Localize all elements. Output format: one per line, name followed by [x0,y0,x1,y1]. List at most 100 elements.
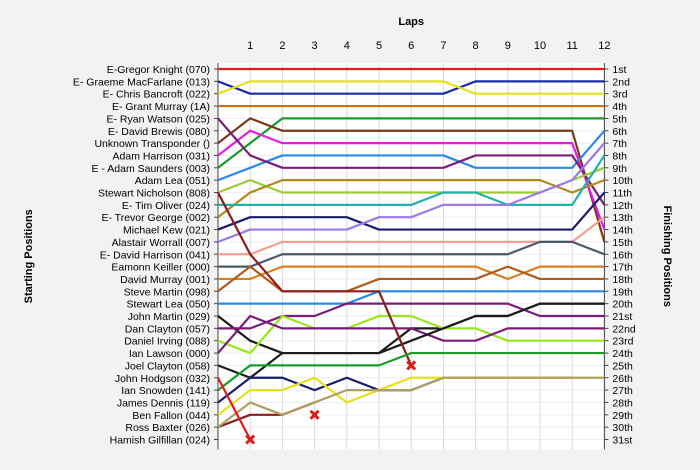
lap-tick-label: 7 [440,40,446,52]
finish-position-label: 11th [612,188,632,200]
start-position-label: E- Graeme MacFarlane (013) [73,76,210,88]
start-position-label: Adam Harrison (031) [113,150,210,162]
series-line [217,80,605,95]
finish-position-label: 16th [612,249,633,261]
start-position-label: E- Chris Bancroft (022) [103,89,210,101]
finish-position-label: 30th [612,422,633,434]
lap-tick-label: 4 [344,40,350,52]
start-position-label: Alastair Worrall (007) [112,237,210,249]
start-position-label: Ian Lawson (000) [129,348,210,360]
start-position-label: E- David Harrison (041) [100,249,210,261]
start-position-label: E - Adam Saunders (003) [92,163,210,175]
series-line [217,376,605,429]
finish-position-label: 10th [612,175,633,187]
series-line [218,240,605,268]
start-position-label: E- David Brewis (080) [108,126,210,138]
start-position-label: Dan Clayton (057) [125,323,210,335]
finish-position-label: 2nd [612,76,630,88]
start-position-label: Adam Lea (051) [135,175,210,187]
finish-position-label: 7th [612,138,627,150]
finish-position-label: 9th [612,163,627,175]
start-position-label: Ross Baxter (026) [125,422,210,434]
lap-tick-label: 3 [312,40,318,52]
lap-tick-label: 5 [376,40,382,52]
lap-tick-label: 2 [279,40,285,52]
series-line [217,179,605,219]
finish-position-label: 17th [612,262,633,274]
start-position-label: Stewart Nicholson (808) [98,188,210,200]
finish-position-label: 18th [612,274,633,286]
series-line [217,314,605,355]
y-axis-title-right: Finishing Positions [661,206,673,307]
start-position-label: Eamonn Keiller (000) [111,262,210,274]
finish-position-label: 27th [612,385,633,397]
start-position-label: Michael Kew (021) [123,225,210,237]
retired-marker [406,360,417,371]
start-position-label: Hamish Gilfillan (024) [110,435,210,447]
start-position-label: Ben Fallon (044) [132,410,210,422]
start-position-label: E- Tim Oliver (024) [122,200,210,212]
start-position-label: Stewart Lea (050) [127,299,210,311]
series-line [217,117,606,206]
series-line [218,265,605,281]
series-line [217,80,605,95]
finish-position-label: 28th [612,397,633,409]
finish-position-label: 21st [612,311,632,323]
start-position-label: James Dennis (119) [117,397,210,409]
retired-marker [245,434,256,445]
finish-position-label: 13th [612,212,633,224]
start-position-label: David Murray (001) [120,274,210,286]
finish-position-label: 5th [612,113,627,125]
finish-position-label: 3rd [612,89,627,101]
finish-position-label: 8th [612,150,627,162]
finish-position-label: 29th [612,410,633,422]
start-position-label: E- Ryan Watson (025) [107,113,210,125]
finish-position-label: 12th [612,200,633,212]
start-position-label: Unknown Transponder () [94,138,210,150]
series-line [217,191,606,231]
series-line [217,377,252,441]
finish-position-label: 22nd [612,323,636,335]
start-position-label: Ian Snowden (141) [121,385,210,397]
finish-position-label: 23rd [612,336,633,348]
series-line [217,302,605,379]
series-line [217,351,605,391]
series-line [217,142,606,243]
finish-position-label: 31st [612,435,632,447]
series-line [217,117,605,169]
lap-tick-label: 10 [534,40,546,52]
finish-position-label: 26th [612,373,633,385]
start-position-label: Joel Clayton (058) [125,360,210,372]
lap-tick-label: 1 [247,40,253,52]
finish-position-label: 24th [612,348,633,360]
chart-title: Laps [398,16,424,28]
series-line [217,117,606,243]
series-line [217,130,606,182]
finish-position-label: 4th [612,101,627,113]
series-line [217,314,605,354]
lap-tick-label: 9 [505,40,511,52]
finish-position-label: 1st [612,64,626,76]
lap-tick-label: 12 [598,40,610,52]
y-axis-title-left: Starting Positions [23,209,35,303]
start-position-label: John Martin (029) [128,311,210,323]
series-line [217,129,606,230]
lap-tick-label: 6 [408,40,414,52]
lap-tick-label: 11 [566,40,577,52]
start-position-label: Daniel Irving (088) [124,336,210,348]
lap-tick-label: 8 [473,40,479,52]
retired-marker [309,409,320,420]
series-line [217,191,413,366]
start-position-label: Steve Martin (098) [124,286,210,298]
series-line [218,290,605,305]
finish-position-label: 25th [612,360,633,372]
finish-position-label: 20th [612,299,633,311]
start-position-label: John Hodgson (032) [115,373,210,385]
start-position-label: E-Gregor Knight (070) [107,64,210,76]
start-position-label: E- Trevor George (002) [101,212,210,224]
finish-position-label: 14th [612,225,633,237]
finish-position-label: 19th [612,286,633,298]
finish-position-label: 6th [612,126,627,138]
